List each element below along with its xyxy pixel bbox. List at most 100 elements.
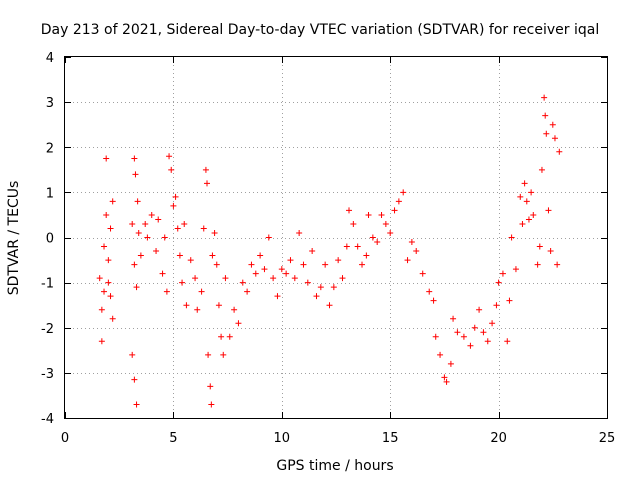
- data-point: [493, 302, 500, 309]
- data-point: [382, 220, 389, 227]
- data-point: [98, 338, 105, 345]
- data-point: [213, 261, 220, 268]
- data-point: [317, 284, 324, 291]
- data-point: [350, 220, 357, 227]
- data-point: [135, 229, 142, 236]
- data-point: [378, 211, 385, 218]
- data-point: [134, 198, 141, 205]
- data-point: [495, 279, 502, 286]
- data-point: [441, 374, 448, 381]
- grid-lines: [65, 57, 607, 418]
- data-point: [471, 324, 478, 331]
- data-point: [202, 166, 209, 173]
- data-point: [400, 189, 407, 196]
- data-point: [480, 329, 487, 336]
- data-point: [101, 243, 108, 250]
- data-point: [131, 261, 138, 268]
- data-point: [166, 153, 173, 160]
- data-point: [506, 297, 513, 304]
- data-points: [96, 94, 563, 408]
- data-point: [523, 198, 530, 205]
- data-point: [187, 257, 194, 264]
- data-point: [244, 288, 251, 295]
- data-point: [404, 257, 411, 264]
- data-point: [296, 229, 303, 236]
- data-point: [517, 193, 524, 200]
- data-point: [408, 239, 415, 246]
- data-point: [322, 261, 329, 268]
- data-point: [521, 180, 528, 187]
- data-point: [291, 275, 298, 282]
- data-point: [335, 257, 342, 264]
- data-point: [179, 279, 186, 286]
- data-point: [101, 288, 108, 295]
- data-point: [536, 243, 543, 250]
- data-point: [183, 302, 190, 309]
- data-point: [426, 288, 433, 295]
- data-point: [313, 293, 320, 300]
- data-point: [98, 306, 105, 313]
- data-point: [549, 121, 556, 128]
- x-tick-label: 5: [169, 431, 177, 446]
- data-point: [172, 193, 179, 200]
- data-point: [530, 211, 537, 218]
- data-point: [148, 211, 155, 218]
- data-point: [181, 220, 188, 227]
- data-point: [204, 180, 211, 187]
- y-tick-label: -2: [41, 322, 54, 337]
- data-point: [489, 320, 496, 327]
- data-point: [239, 279, 246, 286]
- x-tick-labels: 0 5 10 15 20 25: [61, 431, 615, 446]
- data-point: [161, 234, 168, 241]
- data-point: [484, 338, 491, 345]
- data-point: [354, 243, 361, 250]
- data-point: [499, 270, 506, 277]
- data-point: [153, 248, 160, 255]
- data-point: [554, 261, 561, 268]
- data-point: [270, 275, 277, 282]
- data-point: [235, 320, 242, 327]
- data-point: [339, 275, 346, 282]
- x-tick-label: 15: [382, 431, 399, 446]
- data-point: [542, 112, 549, 119]
- data-point: [163, 288, 170, 295]
- data-point: [454, 329, 461, 336]
- data-point: [508, 234, 515, 241]
- data-point: [330, 284, 337, 291]
- data-point: [460, 333, 467, 340]
- data-point: [211, 229, 218, 236]
- y-tick-labels: -4 -3 -2 -1 0 1 2 3 4: [41, 51, 54, 427]
- data-point: [168, 166, 175, 173]
- data-point: [443, 378, 450, 385]
- data-point: [200, 225, 207, 232]
- data-point: [519, 220, 526, 227]
- data-point: [257, 252, 264, 259]
- y-tick-label: 1: [46, 186, 54, 201]
- data-point: [556, 148, 563, 155]
- data-point: [261, 266, 268, 273]
- data-point: [545, 207, 552, 214]
- data-point: [155, 216, 162, 223]
- data-point: [346, 207, 353, 214]
- data-point: [387, 229, 394, 236]
- data-point: [551, 135, 558, 142]
- data-point: [107, 225, 114, 232]
- y-tick-label: -4: [41, 412, 54, 427]
- data-point: [512, 266, 519, 273]
- y-tick-label: 2: [46, 141, 54, 156]
- data-point: [194, 306, 201, 313]
- data-point: [326, 302, 333, 309]
- data-point: [437, 351, 444, 358]
- data-point: [430, 297, 437, 304]
- data-point: [105, 257, 112, 264]
- data-point: [218, 333, 225, 340]
- data-point: [274, 293, 281, 300]
- y-tick-label: 4: [46, 51, 54, 66]
- data-point: [541, 94, 548, 101]
- data-point: [543, 130, 550, 137]
- data-point: [220, 351, 227, 358]
- data-point: [137, 252, 144, 259]
- data-point: [419, 270, 426, 277]
- data-point: [248, 261, 255, 268]
- data-point: [547, 248, 554, 255]
